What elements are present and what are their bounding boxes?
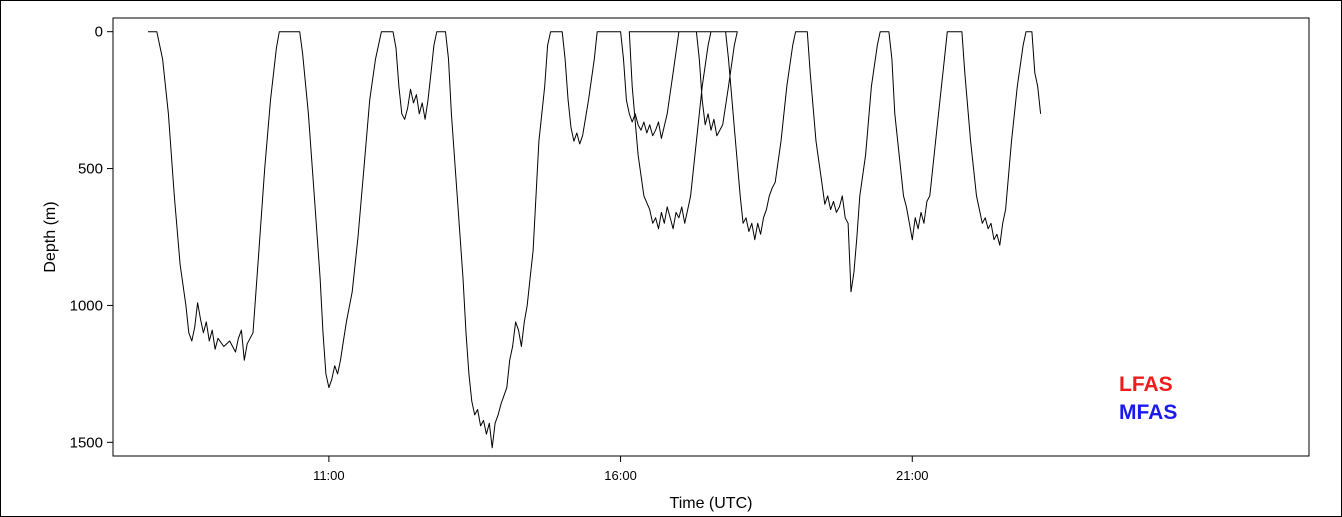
y-axis: 0 500 1000 1500 — [70, 24, 113, 451]
y-tick-label: 500 — [78, 161, 103, 178]
x-axis-label: Time (UTC) — [670, 495, 753, 512]
y-tick-label: 1500 — [70, 434, 103, 451]
series-layer — [148, 31, 1042, 449]
x-tick-label: 11:00 — [313, 468, 345, 483]
y-axis-label: Depth (m) — [42, 201, 59, 272]
x-axis: 11:00 16:00 21:00 — [313, 456, 929, 483]
y-tick-label: 0 — [95, 24, 103, 41]
y-tick-label: 1000 — [70, 297, 103, 314]
legend-lfas: LFAS — [1119, 373, 1173, 396]
plot-area — [112, 17, 1310, 457]
series-line-0 — [148, 31, 1042, 449]
x-tick-label: 16:00 — [604, 468, 637, 483]
legend-mfas: MFAS — [1119, 401, 1177, 424]
x-tick-label: 21:00 — [896, 468, 929, 483]
